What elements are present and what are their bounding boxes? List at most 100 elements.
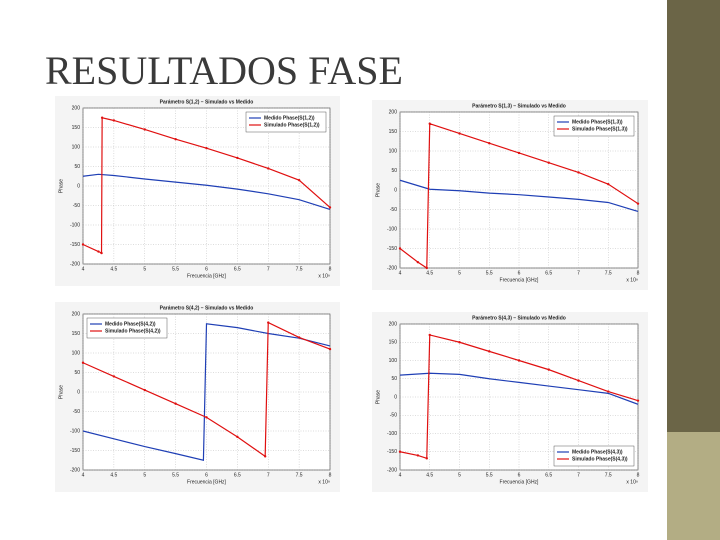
point-marker bbox=[100, 251, 103, 255]
y-tick-label: 150 bbox=[72, 331, 81, 337]
chart: Parámetro S(1,2) – Simulado vs Medido -20… bbox=[55, 96, 340, 286]
point-marker bbox=[398, 247, 402, 250]
chart-title: Parámetro S(1,2) – Simulado vs Medido bbox=[160, 99, 254, 105]
point-marker bbox=[297, 336, 301, 339]
side-block bbox=[667, 432, 720, 540]
x-multiplier: x 10⁹ bbox=[318, 273, 330, 279]
point-marker bbox=[428, 333, 431, 337]
point-marker bbox=[236, 435, 239, 439]
x-tick-label: 6 bbox=[518, 270, 521, 276]
y-tick-label: 50 bbox=[391, 168, 397, 174]
y-tick-label: 0 bbox=[394, 187, 397, 193]
point-marker bbox=[636, 202, 640, 205]
x-tick-label: 5.5 bbox=[172, 266, 179, 272]
y-axis-label: Phase bbox=[58, 179, 64, 193]
x-tick-label: 8 bbox=[329, 472, 332, 478]
y-tick-label: 200 bbox=[389, 109, 398, 115]
x-tick-label: 5 bbox=[458, 270, 461, 276]
y-tick-label: 50 bbox=[74, 164, 80, 170]
x-tick-label: 7 bbox=[577, 270, 580, 276]
point-marker bbox=[416, 454, 420, 457]
point-marker bbox=[143, 128, 146, 131]
x-axis-label: Frecuencia [GHz] bbox=[187, 479, 227, 485]
x-tick-label: 6.5 bbox=[234, 472, 241, 478]
point-marker bbox=[398, 450, 402, 453]
y-tick-label: -150 bbox=[387, 246, 397, 252]
point-marker bbox=[97, 250, 100, 253]
y-tick-label: 150 bbox=[389, 129, 398, 135]
x-multiplier: x 10⁹ bbox=[318, 479, 330, 485]
x-tick-label: 8 bbox=[329, 266, 332, 272]
x-tick-label: 4 bbox=[399, 472, 402, 478]
legend-label: Simulado Phase(S(4,2)) bbox=[105, 328, 161, 334]
point-marker bbox=[547, 161, 550, 164]
x-axis-label: Frecuencia [GHz] bbox=[187, 273, 227, 279]
point-marker bbox=[458, 341, 461, 344]
y-tick-label: -200 bbox=[387, 265, 397, 271]
point-marker bbox=[607, 182, 610, 186]
y-tick-label: 100 bbox=[72, 350, 81, 356]
x-tick-label: 6 bbox=[205, 266, 208, 272]
legend-box bbox=[553, 115, 635, 137]
point-marker bbox=[636, 399, 640, 402]
y-tick-label: 50 bbox=[74, 370, 80, 376]
point-marker bbox=[488, 350, 491, 353]
y-tick-label: 0 bbox=[394, 394, 397, 400]
legend-label: Simulado Phase(S(1,2)) bbox=[264, 122, 320, 128]
y-tick-label: 100 bbox=[389, 148, 398, 154]
y-tick-label: 200 bbox=[72, 311, 81, 317]
x-tick-label: 4 bbox=[82, 472, 85, 478]
y-tick-label: 100 bbox=[389, 358, 398, 364]
y-tick-label: -200 bbox=[70, 467, 80, 473]
x-tick-label: 4.5 bbox=[426, 472, 433, 478]
y-tick-label: 200 bbox=[72, 105, 81, 111]
point-marker bbox=[458, 132, 461, 135]
x-tick-label: 7 bbox=[267, 266, 270, 272]
x-tick-label: 6 bbox=[205, 472, 208, 478]
x-tick-label: 6 bbox=[518, 472, 521, 478]
x-tick-label: 8 bbox=[637, 472, 640, 478]
point-marker bbox=[547, 368, 550, 371]
chart: Parámetro S(1,3) – Simulado vs Medido -20… bbox=[372, 100, 648, 290]
chart: Parámetro S(4,2) – Simulado vs Medido -20… bbox=[55, 302, 340, 492]
point-marker bbox=[607, 390, 610, 393]
point-marker bbox=[267, 321, 270, 324]
y-tick-label: -150 bbox=[70, 448, 80, 454]
x-tick-label: 5.5 bbox=[172, 472, 179, 478]
point-marker bbox=[112, 375, 116, 378]
x-tick-label: 7.5 bbox=[296, 266, 303, 272]
point-marker bbox=[425, 266, 428, 270]
x-tick-label: 6.5 bbox=[545, 472, 552, 478]
x-tick-label: 6.5 bbox=[234, 266, 241, 272]
x-tick-label: 4.5 bbox=[110, 266, 117, 272]
legend-label: Medido Phase(S(4,2)) bbox=[105, 321, 156, 327]
y-axis-label: Phase bbox=[375, 390, 381, 404]
x-tick-label: 7 bbox=[267, 472, 270, 478]
x-tick-label: 5.5 bbox=[486, 270, 493, 276]
y-tick-label: -100 bbox=[387, 226, 397, 232]
y-tick-label: -100 bbox=[70, 428, 80, 434]
point-marker bbox=[577, 379, 580, 382]
x-tick-label: 7.5 bbox=[296, 472, 303, 478]
legend-box bbox=[553, 445, 635, 467]
point-marker bbox=[328, 206, 332, 209]
legend-label: Simulado Phase(S(1,3)) bbox=[572, 126, 628, 132]
x-multiplier: x 10⁹ bbox=[626, 277, 638, 283]
legend-label: Medido Phase(S(4,3)) bbox=[572, 449, 623, 455]
y-axis-label: Phase bbox=[58, 385, 64, 399]
point-marker bbox=[517, 359, 521, 362]
point-marker bbox=[174, 138, 177, 141]
legend-label: Medido Phase(S(1,2)) bbox=[264, 115, 315, 121]
y-tick-label: -50 bbox=[73, 409, 80, 415]
x-tick-label: 4 bbox=[82, 266, 85, 272]
point-marker bbox=[205, 416, 208, 419]
x-tick-label: 7 bbox=[577, 472, 580, 478]
x-tick-label: 5 bbox=[458, 472, 461, 478]
y-tick-label: -150 bbox=[70, 242, 80, 248]
point-marker bbox=[416, 260, 420, 264]
point-marker bbox=[517, 151, 521, 155]
y-tick-label: 50 bbox=[391, 376, 397, 382]
point-marker bbox=[328, 347, 332, 351]
x-axis-label: Frecuencia [GHz] bbox=[500, 479, 540, 485]
y-tick-label: -50 bbox=[390, 207, 397, 213]
